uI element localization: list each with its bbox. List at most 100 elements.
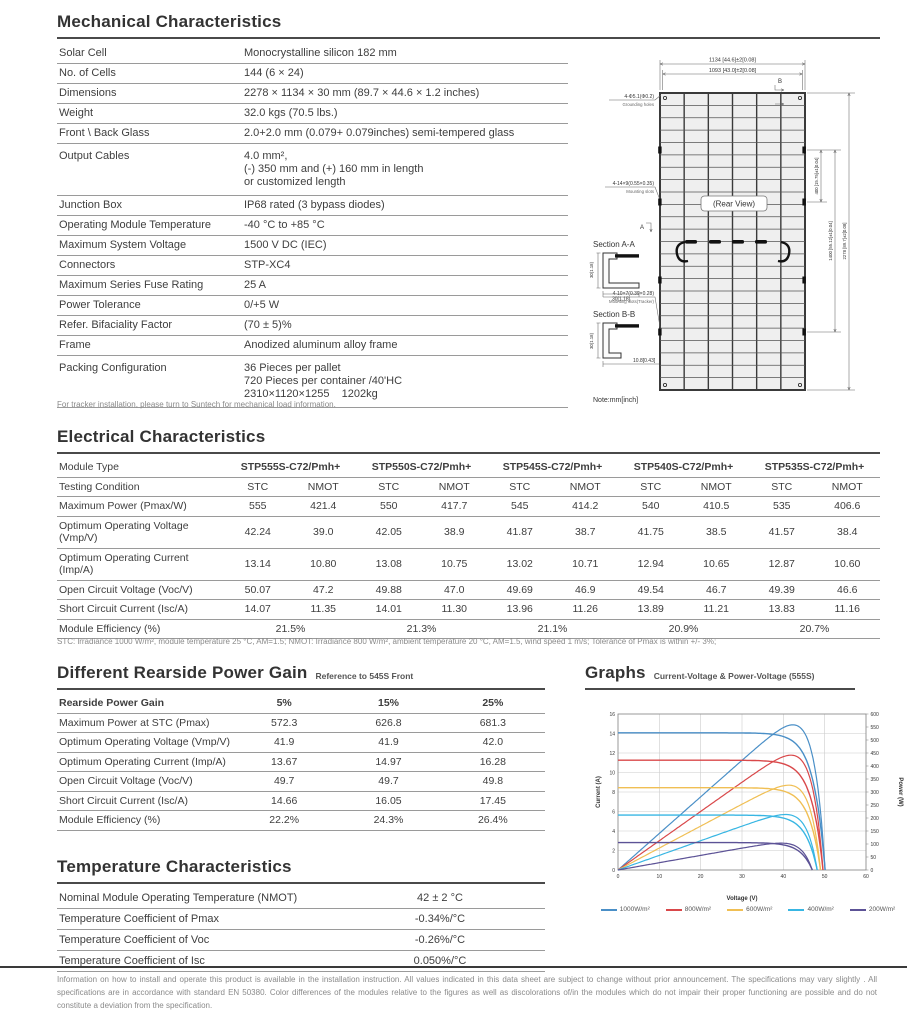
rearside-value-cell: 49.7 (336, 771, 441, 792)
chart-plot-border (617, 713, 867, 871)
stc-header: STC (225, 477, 291, 497)
electrical-value-cell: 13.96 (487, 599, 553, 620)
pv-curve-1000W/m² (617, 724, 826, 871)
legend-item: 1000W/m² (600, 906, 650, 913)
mech-table-row: Maximum System Voltage 1500 V DC (IEC) (57, 236, 568, 256)
section-marker-b-arrow (774, 85, 785, 106)
legend-item: 600W/m² (727, 906, 772, 913)
legend-item: 200W/m² (849, 906, 895, 913)
module-efficiency-value: 21.3% (356, 619, 487, 639)
mechanical-drawing: 1134 [44.6]±2[0.08] 1093 [43.0]±2[0.08] … (589, 58, 855, 404)
electrical-value-cell: 10.60 (814, 548, 880, 581)
mech-row-label: Operating Module Temperature (59, 219, 212, 231)
rearside-header-row: Rearside Power Gain 5% 15% 25% (57, 694, 545, 714)
mechanical-table: Solar Cell Monocrystalline silicon 182 mm… (57, 44, 568, 408)
section-a-label: Section A-A (593, 240, 635, 249)
legend-label: 800W/m² (684, 906, 712, 913)
graphs-section-header: Graphs Current-Voltage & Power-Voltage (… (585, 663, 855, 690)
electrical-value-cell: 540 (618, 496, 684, 517)
dimension-lines-top (659, 60, 806, 90)
dim-width-inner-label: 1093 [43.0]±2[0.08] (709, 68, 757, 74)
chart-x-tick-label: 40 (781, 874, 787, 880)
electrical-value-cell: 12.94 (618, 548, 684, 581)
chart-x-tick-label: 10 (657, 874, 663, 880)
chart-x-tick-label: 20 (698, 874, 704, 880)
mech-table-row: Dimensions 2278 × 1134 × 30 mm (89.7 × 44… (57, 84, 568, 104)
electrical-value-cell: 49.69 (487, 580, 553, 600)
electrical-value-cell: 10.65 (683, 548, 749, 581)
mech-table-row: Output Cables 4.0 mm², (-) 350 mm and (+) … (57, 144, 568, 196)
module-efficiency-value: 20.9% (618, 619, 749, 639)
section-a-height-dim: 30(1.18) (589, 261, 594, 278)
mounting-dim-label: 4-14×9(0.55×0.35) (613, 181, 655, 187)
electrical-value-cell: 42.05 (356, 516, 422, 549)
mech-table-row: Front \ Back Glass 2.0+2.0 mm (0.079+ 0.0… (57, 124, 568, 144)
mech-row-label: Output Cables (59, 150, 130, 162)
mech-row-value: 25 A (244, 279, 267, 291)
legend-swatch (665, 908, 682, 911)
mech-table-row: Junction Box IP68 rated (3 bypass diodes) (57, 196, 568, 216)
chart-y-right-tick-label: 50 (871, 855, 877, 861)
graphs-subtitle: Current-Voltage & Power-Voltage (555S) (653, 670, 815, 681)
mech-table-row: Refer. Bifaciality Factor (70 ± 5)% (57, 316, 568, 336)
pv-curve-800W/m² (617, 754, 824, 871)
mech-row-label: Solar Cell (59, 47, 107, 59)
rearside-data-row: Optimum Operating Current (Imp/A) 13.67 14… (57, 752, 545, 772)
electrical-data-row: Optimum Operating Current (Imp/A) 13.14 10… (57, 548, 880, 581)
temperature-row-label: Temperature Coefficient of Voc (59, 933, 210, 946)
iv-curve-600W/m² (618, 787, 822, 871)
mechanical-section-header: Mechanical Characteristics (57, 12, 880, 39)
rearside-data-row: Short Circuit Current (Isc/A) 14.66 16.05 1… (57, 791, 545, 811)
electrical-table: Module Type STP555S-C72/Pmh+ STP550S-C72/P… (57, 458, 880, 639)
electrical-row-label: Optimum Operating Current (Imp/A) (57, 548, 225, 581)
chart-y-right-tick-label: 550 (871, 725, 880, 731)
legend-swatch (849, 908, 866, 911)
rearside-title: Different Rearside Power Gain (57, 663, 308, 682)
rearside-value-cell: 49.8 (440, 771, 545, 792)
graphs-title: Graphs (585, 663, 646, 682)
mech-table-row: Power Tolerance 0/+5 W (57, 296, 568, 316)
grounding-dim-label: 4-Φ5.1(Φ0.2) (624, 94, 654, 100)
temperature-section-header: Temperature Characteristics (57, 857, 545, 884)
chart-x-tick-label: 30 (739, 874, 745, 880)
chart-y-right-tick-label: 400 (871, 764, 880, 770)
electrical-value-cell: 11.26 (552, 599, 618, 620)
rearside-row-label: Maximum Power at STC (Pmax) (57, 713, 232, 733)
tracker-leader-line (603, 296, 661, 328)
legend-label: 400W/m² (807, 906, 834, 913)
electrical-data-row: Maximum Power (Pmax/W) 555 421.4 550 417.7 54… (57, 496, 880, 517)
chart-x-tick-label: 0 (617, 874, 620, 880)
rearside-value-cell: 16.05 (336, 791, 441, 811)
module-type-header: Module Type (57, 458, 225, 478)
mechanical-note: For tracker installation, please turn to… (57, 400, 336, 409)
stc-header: STC (356, 477, 422, 497)
module-name-header: STP540S-C72/Pmh+ (618, 458, 749, 478)
rearside-value-cell: 626.8 (336, 713, 441, 733)
mech-table-row: Solar Cell Monocrystalline silicon 182 mm (57, 44, 568, 64)
mech-row-value: -40 °C to +85 °C (244, 219, 325, 231)
chart-y-right-axis-label: Power (W) (897, 777, 903, 806)
section-marker-b: B (778, 79, 782, 85)
chart-y-left-tick-label: 0 (612, 868, 615, 874)
footer-rule (0, 966, 907, 968)
junction-boxes (675, 240, 791, 263)
mech-row-value: IP68 rated (3 bypass diodes) (244, 199, 385, 211)
chart-x-tick-label: 50 (822, 874, 828, 880)
legend-item: 400W/m² (788, 906, 834, 913)
temperature-row: Temperature Coefficient of Voc -0.26%/°C (57, 930, 545, 951)
mech-row-value: Anodized aluminum alloy frame (244, 339, 398, 351)
rearside-row-label: Module Efficiency (%) (57, 810, 232, 831)
mech-row-label: Maximum Series Fuse Rating (59, 279, 204, 291)
chart-x-axis-label: Voltage (V) (727, 896, 758, 902)
pv-curve-200W/m² (617, 842, 813, 871)
dimension-lines-right (807, 92, 855, 391)
module-name-header: STP550S-C72/Pmh+ (356, 458, 487, 478)
electrical-value-cell: 39.0 (290, 516, 356, 549)
rearside-data-row: Module Efficiency (%) 22.2% 24.3% 26.4% (57, 810, 545, 831)
rearside-row-label: Open Circuit Voltage (Voc/V) (57, 771, 232, 792)
section-marker-a-arrow (646, 222, 653, 233)
rearside-value-cell: 14.66 (232, 791, 337, 811)
mounting-name-label: Mounting slots (626, 189, 654, 194)
electrical-value-cell: 555 (225, 496, 291, 517)
mech-table-row: Frame Anodized aluminum alloy frame (57, 336, 568, 356)
